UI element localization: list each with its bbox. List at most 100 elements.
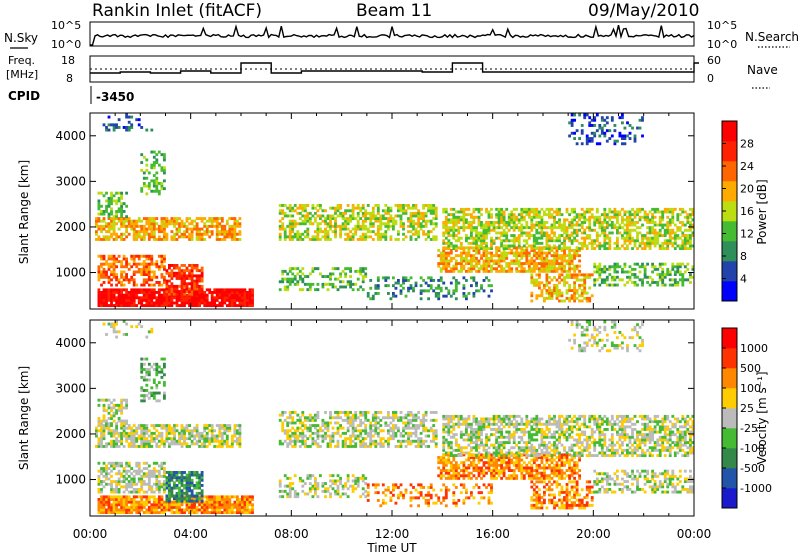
heatmap-cell [185, 296, 189, 300]
heatmap-cell [653, 210, 657, 214]
heatmap-cell [656, 231, 660, 235]
heatmap-cell [137, 235, 141, 239]
heatmap-cell [379, 224, 383, 228]
heatmap-cell [341, 285, 345, 289]
heatmap-cell [102, 275, 106, 279]
heatmap-cell [125, 439, 129, 443]
heatmap-cell [165, 222, 169, 226]
heatmap-cell [145, 168, 149, 172]
heatmap-cell [633, 210, 637, 214]
heatmap-cell [112, 219, 116, 223]
heatmap-cell [530, 273, 534, 277]
heatmap-cell [180, 282, 184, 286]
heatmap-cell [610, 223, 614, 227]
heatmap-cell [175, 301, 179, 305]
heatmap-cell [193, 284, 197, 288]
heatmap-cell [575, 296, 579, 300]
heatmap-cell [140, 445, 144, 448]
heatmap-cell [288, 238, 292, 241]
heatmap-cell [203, 439, 207, 443]
heatmap-cell [678, 207, 682, 211]
heatmap-cell [482, 264, 486, 268]
heatmap-cell [132, 495, 136, 499]
heatmap-cell [145, 291, 149, 294]
heatmap-cell [563, 231, 566, 235]
heatmap-cell [603, 234, 607, 238]
heatmap-cell [107, 500, 111, 504]
heatmap-cell [475, 289, 478, 293]
heatmap-cell [653, 234, 657, 238]
heatmap-cell [210, 293, 214, 297]
heatmap-cell [110, 482, 113, 486]
heatmap-cell [120, 215, 124, 219]
heatmap-cell [120, 202, 124, 206]
heatmap-cell [553, 251, 556, 255]
heatmap-cell [573, 137, 577, 141]
heatmap-cell [230, 495, 234, 499]
heatmap-cell [125, 217, 129, 221]
heatmap-cell [402, 279, 405, 282]
heatmap-cell [442, 251, 446, 255]
heatmap-cell [550, 267, 554, 271]
heatmap-cell [437, 264, 441, 268]
heatmap-cell [651, 226, 655, 230]
heatmap-cell [132, 424, 136, 428]
heatmap-cell [188, 304, 191, 308]
heatmap-cell [183, 476, 186, 480]
heatmap-cell [228, 232, 232, 236]
heatmap-cell [558, 264, 561, 268]
heatmap-cell [200, 499, 204, 503]
heatmap-cell [175, 219, 179, 223]
heatmap-cell [195, 426, 199, 430]
heatmap-cell [135, 431, 139, 435]
heatmap-cell [439, 267, 443, 271]
heatmap-cell [371, 209, 375, 213]
heatmap-cell [628, 234, 632, 238]
heatmap-cell [155, 281, 159, 284]
heatmap-cell [163, 500, 166, 504]
heatmap-cell [472, 294, 476, 298]
heatmap-cell [195, 431, 199, 435]
heatmap-cell [215, 495, 219, 499]
heatmap-cell [120, 480, 124, 484]
heatmap-cell [530, 256, 534, 260]
heatmap-cell [553, 244, 556, 248]
heatmap-cell [505, 221, 509, 224]
heatmap-cell [160, 431, 164, 435]
heatmap-cell [666, 247, 670, 251]
heatmap-cell [331, 282, 335, 286]
heatmap-cell [364, 214, 368, 218]
heatmap-cell [540, 269, 544, 273]
heatmap-cell [631, 239, 634, 243]
heatmap-cell [155, 179, 159, 183]
heatmap-cell [548, 210, 551, 214]
heatmap-cell [452, 213, 456, 217]
heatmap-cell [661, 275, 665, 279]
heatmap-cell [550, 296, 554, 300]
heatmap-cell [449, 234, 453, 238]
heatmap-cell [412, 222, 415, 226]
heatmap-cell [361, 288, 365, 292]
heatmap-cell [140, 480, 144, 484]
heatmap-cell [482, 254, 486, 258]
heatmap-cell [190, 442, 194, 446]
heatmap-cell [608, 236, 612, 240]
heatmap-cell [409, 222, 413, 226]
heatmap-cell [555, 236, 559, 240]
heatmap-cell [336, 209, 340, 213]
heatmap-cell [97, 301, 101, 305]
heatmap-cell [97, 235, 101, 239]
heatmap-cell [442, 267, 446, 271]
heatmap-cell [648, 244, 652, 248]
heatmap-cell [97, 304, 101, 308]
heatmap-cell [140, 267, 144, 271]
heatmap-cell [157, 150, 161, 154]
heatmap-cell [213, 498, 217, 501]
heatmap-cell [500, 231, 504, 235]
heatmap-cell [142, 232, 146, 236]
heatmap-cell [568, 259, 572, 263]
heatmap-cell [140, 482, 144, 486]
heatmap-cell [656, 234, 660, 238]
heatmap-cell [361, 277, 365, 281]
